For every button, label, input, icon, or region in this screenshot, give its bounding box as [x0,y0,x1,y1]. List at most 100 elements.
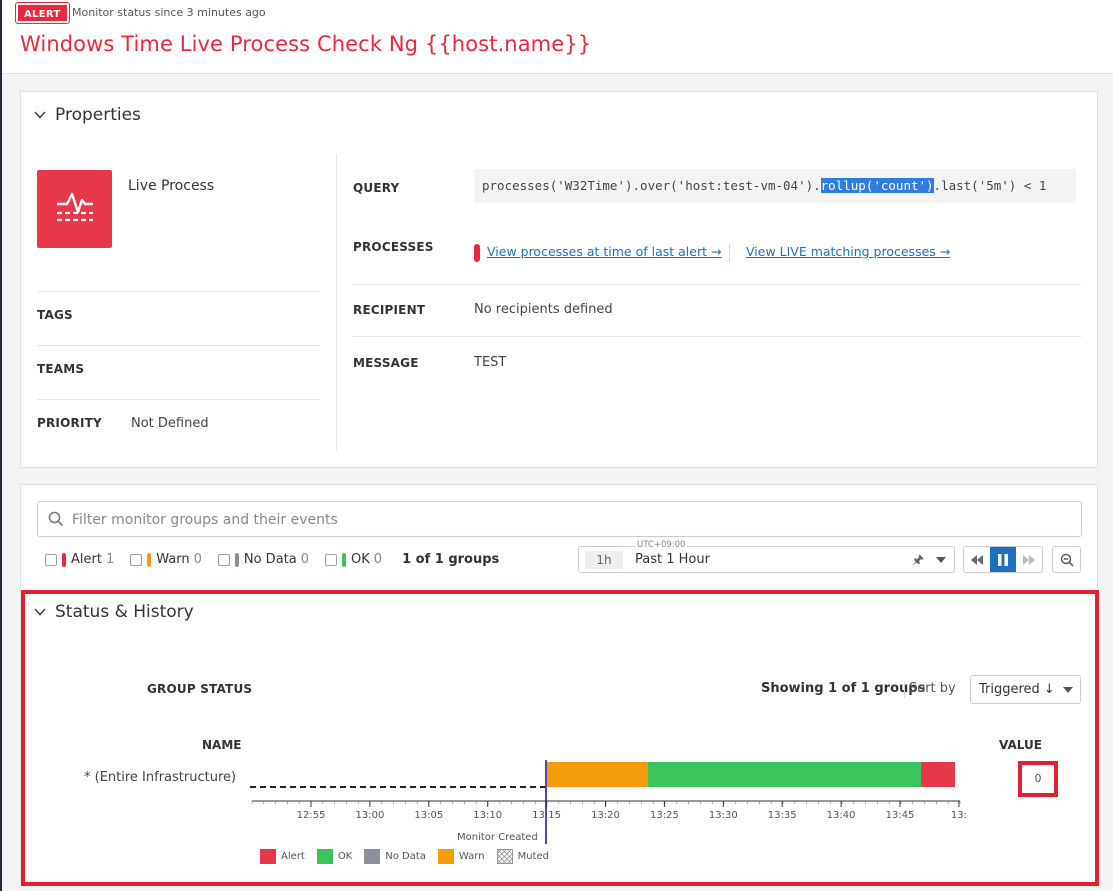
monitor-header: ALERT Monitor status since 3 minutes ago… [2,0,1113,74]
query-box[interactable]: processes('W32Time').over('host:test-vm-… [474,169,1076,203]
properties-title: Properties [55,105,141,125]
alert-marker [474,244,480,262]
chevron-down-icon[interactable] [936,557,946,563]
tick-label: 13:30 [709,810,738,821]
row-divider [353,284,1081,285]
filter-count: 0 [300,552,310,567]
filter-alert[interactable]: Alert 1 [45,552,114,567]
query-text-pre: processes('W32Time').over('host:test-vm-… [482,178,821,193]
tags-row: TAGS [37,291,320,345]
rewind-button[interactable] [964,547,990,572]
legend-alert: Alert [260,849,305,864]
group-search-input[interactable]: Filter monitor groups and their events [37,501,1082,537]
legend-swatch [316,849,333,864]
status-history-section: Status & History GROUP STATUS Showing 1 … [21,590,1099,886]
ok-segment [648,762,921,787]
tick-label: 13:45 [886,810,915,821]
forward-button[interactable] [1016,547,1042,572]
legend-swatch [364,849,381,864]
monitor-title: Windows Time Live Process Check Ng {{hos… [20,32,592,56]
alert-color-bar [62,552,66,567]
time-range-picker[interactable]: UTC+09:00 1h Past 1 Hour 🖈 [578,540,955,573]
showing-groups-text: Showing 1 of 1 groups [761,681,926,696]
filter-checkbox[interactable] [45,553,57,566]
status-timeline: 12:55 13:00 13:05 13:10 13:15 13:20 13:25 13:30… [250,760,967,844]
ok-color-bar [342,552,347,567]
filter-label: Alert [71,552,102,567]
legend-swatch [437,849,454,864]
warn-segment [546,762,648,787]
pause-button[interactable] [990,547,1016,572]
recipient-label: RECIPIENT [353,303,426,317]
pulse-icon [57,192,93,222]
sort-by-label: Sort by [909,681,956,696]
priority-row: PRIORITY Not Defined [37,399,320,453]
rewind-icon [971,554,983,565]
warn-color-bar [147,552,152,567]
filter-count: 1 [105,552,115,567]
legend-label: OK [337,851,353,862]
view-live-processes-link[interactable]: View LIVE matching processes → [746,244,951,259]
properties-divider [336,154,337,451]
view-last-alert-processes-link[interactable]: View processes at time of last alert → [487,244,722,259]
properties-toggle[interactable]: Properties [33,105,141,125]
legend-warn: Warn [437,849,485,864]
filter-label: OK [351,552,370,567]
tick-label: 13:00 [355,810,384,821]
query-label: QUERY [353,181,400,195]
legend-label: No Data [385,851,426,862]
timezone-label: UTC+09:00 [635,540,688,550]
range-short-badge: 1h [585,551,623,569]
time-axis-ticks: 12:55 13:00 13:05 13:10 13:15 13:20 13:25 13:30… [251,801,967,821]
pin-icon[interactable]: 🖈 [912,553,925,568]
zoom-out-button[interactable] [1052,546,1081,573]
search-placeholder: Filter monitor groups and their events [72,512,338,528]
filter-ok[interactable]: OK 0 [325,552,382,567]
tick-label: 13:25 [650,810,679,821]
legend-no-data: No Data [364,849,426,864]
status-history-toggle[interactable]: Status & History [33,602,194,622]
tick-label: 12:55 [297,810,326,821]
range-label: Past 1 Hour [635,552,710,567]
recipient-value: No recipients defined [474,302,613,317]
sort-select[interactable]: Triggered ↓ [970,675,1081,704]
tick-label: 13: [951,810,967,821]
group-value-box: 0 [1018,761,1058,797]
link-separator [729,244,730,262]
alert-segment [921,762,955,787]
legend-ok: OK [316,849,353,864]
zoom-out-icon [1060,553,1074,567]
filter-count: 0 [193,552,202,567]
legend-label: Warn [458,851,485,862]
filter-checkbox[interactable] [217,553,230,566]
legend-muted: Muted [496,849,549,864]
teams-label: TEAMS [37,362,85,376]
legend-label: Alert [281,851,305,862]
fast-forward-icon [1023,554,1035,565]
status-filters: Alert 1 Warn 0 No Data 0 OK 0 1 of [45,552,499,567]
status-legend: Alert OK No Data Warn Muted [260,849,561,864]
processes-label: PROCESSES [353,240,434,254]
tick-label: 13:40 [827,810,856,821]
message-value: TEST [474,355,507,370]
group-status-label: GROUP STATUS [147,682,253,696]
priority-label: PRIORITY [37,416,102,430]
message-label: MESSAGE [353,356,419,370]
pause-icon [998,553,1008,566]
value-column-header: VALUE [999,738,1042,752]
status-history-title: Status & History [55,602,194,622]
tags-label: TAGS [37,308,73,322]
chevron-down-icon [34,608,46,616]
filter-checkbox[interactable] [325,553,338,566]
alert-status-badge: ALERT [15,2,70,24]
teams-row: TEAMS [37,345,320,399]
no-data-color-bar [234,552,239,567]
query-highlight: rollup('count') [820,178,934,193]
search-icon [48,511,64,527]
legend-label: Muted [517,851,549,862]
name-column-header: NAME [202,738,242,752]
filter-no-data[interactable]: No Data 0 [217,552,310,567]
legend-swatch [260,849,276,864]
filter-warn[interactable]: Warn 0 [130,552,202,567]
filter-checkbox[interactable] [130,553,143,566]
